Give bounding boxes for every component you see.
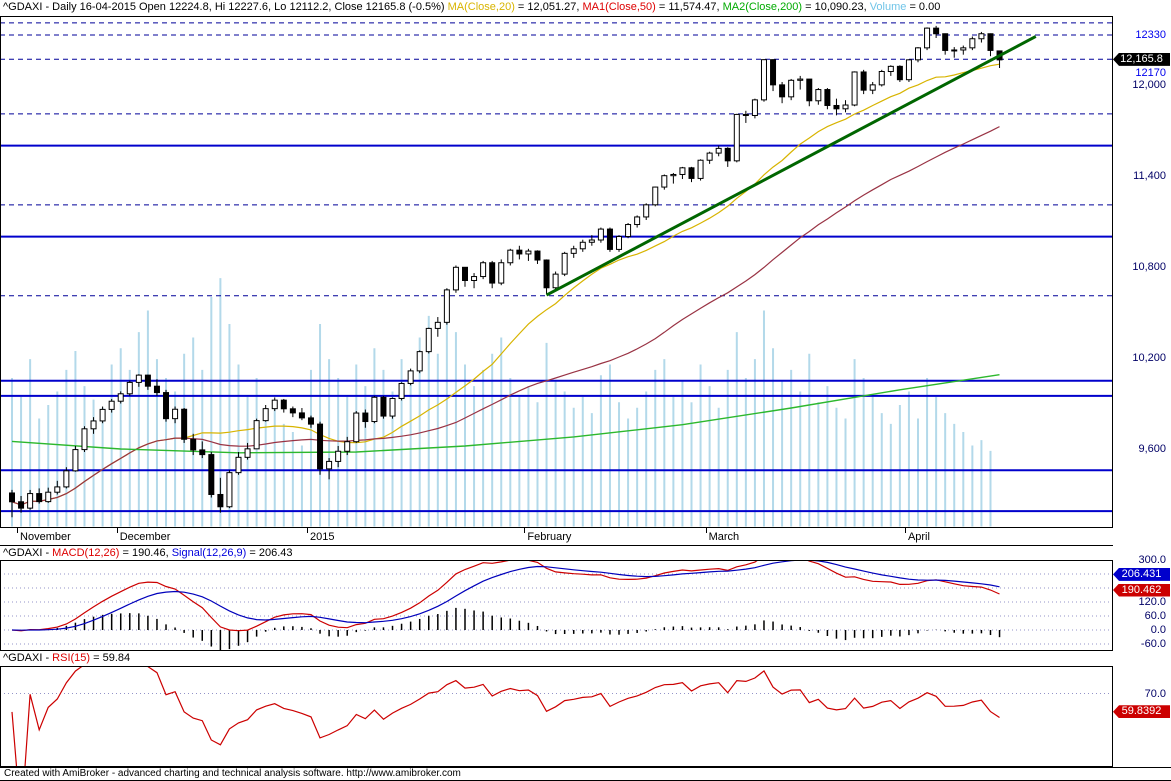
macd-axis-tick: -60.0 [1140, 638, 1166, 650]
trendline[interactable] [545, 35, 1037, 297]
price-axis-tick: 9,600 [1138, 442, 1166, 455]
title-segment: = 12,051.27, [514, 1, 583, 13]
rsi-plot-border [0, 666, 1113, 767]
title-segment: = 11,574.47, [655, 1, 723, 13]
title-segment: Signal(12,26,9) [171, 547, 247, 559]
macd-axis-tick: 300.0 [1138, 554, 1166, 566]
month-tick [116, 528, 118, 533]
month-tick [705, 528, 707, 533]
macd-pane-title: ^GDAXI - MACD(12,26) = 190.46, Signal(12… [0, 545, 1113, 561]
title-segment: RSI(15) [52, 652, 91, 664]
signal-line [11, 560, 1000, 631]
price-axis: 12,000 11,400 10,800 10,200 9,600 12330 12170 1… [1113, 16, 1171, 528]
month-label: February [527, 531, 572, 543]
month-tick [904, 528, 906, 533]
macd-axis-tick: 60.0 [1144, 610, 1166, 622]
title-segment: = 190.46, [119, 547, 172, 559]
month-label: April [907, 531, 930, 543]
level-label: 12170 [1135, 67, 1166, 80]
macd-plot-border [0, 560, 1113, 651]
price-pane-title: ^GDAXI - Daily 16-04-2015 Open 12224.8, … [0, 0, 1113, 16]
rsi-chart-svg[interactable] [0, 666, 1113, 767]
macd-axis-tick: 120.0 [1138, 596, 1166, 608]
month-label: December [119, 531, 171, 543]
level-label: 12330 [1135, 28, 1166, 41]
macd-line [11, 560, 1000, 632]
rsi-axis-tick: 70.0 [1144, 687, 1166, 700]
ma50-line [11, 126, 1000, 506]
title-segment: ^GDAXI - Daily 16-04-2015 Open 12224.8, … [3, 1, 448, 13]
month-tick [524, 528, 526, 533]
price-axis-tick: 11,400 [1133, 170, 1166, 182]
title-segment: ^GDAXI - [3, 547, 53, 559]
month-tick [17, 528, 19, 533]
month-tick [306, 528, 308, 533]
month-label: November [20, 531, 71, 543]
ma20-line [11, 63, 1000, 506]
rsi-line [11, 666, 1000, 767]
price-axis-tick: 10,800 [1132, 260, 1166, 273]
signal-value-badge: 206.431 [1113, 567, 1170, 581]
title-segment: = 59.84 [90, 652, 131, 664]
price-axis-tick: 10,200 [1132, 351, 1166, 364]
title-segment: MA1(Close,50) [582, 1, 656, 13]
volume-layer [11, 278, 992, 527]
title-segment: ^GDAXI - [3, 652, 53, 664]
title-segment: = 10,090.23, [802, 1, 870, 13]
footer-credit: Created with AmiBroker - advanced charti… [0, 767, 1171, 781]
rsi-value-badge: 59.8392 [1113, 705, 1170, 719]
price-axis-tick: 12,000 [1132, 79, 1166, 91]
macd-axis: 300.0 120.0 60.0 0.0 -60.0 206.431 190.462 [1113, 554, 1171, 651]
macd-value-badge: 190.462 [1113, 583, 1170, 597]
title-segment: Volume [869, 1, 907, 13]
title-segment: MA(Close,20) [447, 1, 515, 13]
price-chart-svg[interactable] [0, 16, 1113, 528]
ma200-line [11, 374, 1000, 454]
time-axis: November December 2015 February March April [0, 528, 1113, 545]
macd-chart-plot[interactable] [0, 560, 1113, 651]
price-chart-plot[interactable] [0, 16, 1113, 528]
macd-axis-tick: 0.0 [1150, 624, 1166, 636]
title-segment: MACD(12,26) [52, 547, 120, 559]
rsi-axis: 70.0 59.8392 [1113, 666, 1171, 767]
title-segment: MA2(Close,200) [722, 1, 803, 13]
macd-chart-svg[interactable] [0, 560, 1113, 651]
month-label: 2015 [309, 531, 335, 543]
price-plot-border [0, 16, 1113, 528]
month-label: March [708, 531, 740, 543]
macd-histogram [20, 607, 1001, 651]
title-segment: = 0.00 [906, 1, 941, 13]
rsi-chart-plot[interactable] [0, 666, 1113, 767]
rsi-pane-title: ^GDAXI - RSI(15) = 59.84 [0, 651, 1113, 667]
title-segment: = 206.43 [246, 547, 293, 559]
last-price-badge: 12,165.8 [1113, 52, 1170, 66]
candles-layer [9, 25, 1003, 518]
